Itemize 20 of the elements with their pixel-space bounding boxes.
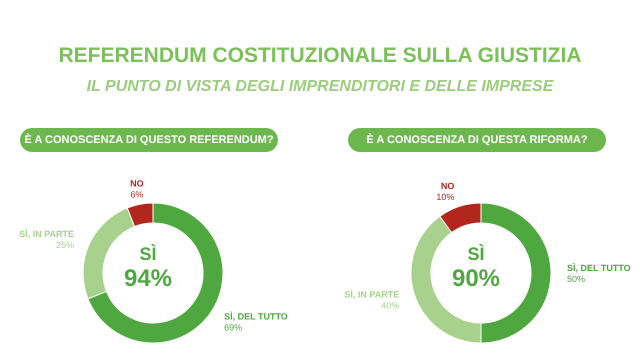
slice-label: SÌ, DEL TUTTO: [567, 263, 631, 273]
text: IL PUNTO DI VISTA DEGLI IMPRENDITORI E DELLE IMPRESE: [86, 78, 555, 96]
text: È A CONOSCENZA DI QUESTA RIFORMA?: [348, 128, 606, 152]
data-label: 50%: [567, 274, 586, 284]
data-label: 25%: [56, 240, 74, 250]
slice-label: NO: [440, 181, 454, 192]
text: SÌ: [467, 244, 485, 264]
text: 90%: [452, 265, 500, 292]
data-label: 69%: [224, 322, 242, 332]
data-label: 10%: [436, 192, 454, 202]
chart-title: REFERENDUM COSTITUZIONALE SULLA GIUSTIZIA: [57, 44, 583, 68]
text: SÌ: [139, 244, 157, 264]
slice-label: SÌ, DEL TUTTO: [224, 311, 288, 322]
data-label: 6%: [130, 190, 144, 200]
slice-label: SÌ, IN PARTE: [344, 290, 400, 300]
data-label: 40%: [381, 300, 400, 311]
slice-label: SÌ, IN PARTE: [19, 228, 74, 239]
slice-label: NO: [130, 178, 144, 189]
text: 94%: [124, 265, 172, 292]
text: È A CONOSCENZA DI QUESTO REFERENDUM?: [20, 128, 278, 152]
